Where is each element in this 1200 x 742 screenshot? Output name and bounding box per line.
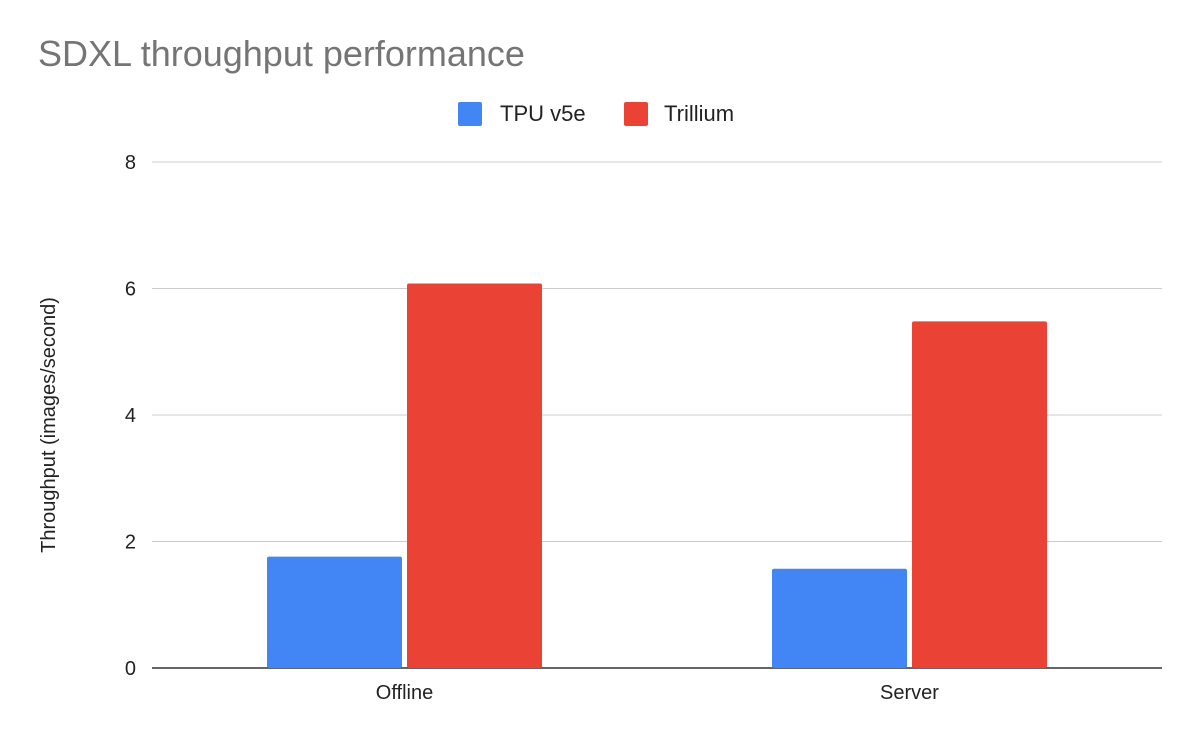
chart-title: SDXL throughput performance (38, 33, 525, 74)
legend-swatch-tpu-v5e (458, 102, 482, 126)
x-axis-ticks: Offline Server (376, 682, 940, 704)
bars (267, 283, 1047, 668)
x-tick-label: Server (880, 682, 939, 704)
y-tick-label: 6 (125, 279, 136, 301)
bar-tpu-v5e-offline (267, 556, 402, 668)
x-tick-label: Offline (376, 682, 433, 704)
legend-swatch-trillium (624, 102, 648, 126)
bar-trillium-server (912, 321, 1047, 668)
bar-trillium-offline (407, 283, 542, 668)
legend: TPU v5e Trillium (458, 101, 734, 126)
y-axis-label: Throughput (images/second) (38, 297, 60, 553)
legend-label-trillium: Trillium (664, 101, 734, 126)
y-axis-ticks: 0 2 4 6 8 (125, 152, 136, 680)
y-tick-label: 8 (125, 152, 136, 174)
y-tick-label: 0 (125, 658, 136, 680)
y-tick-label: 2 (125, 532, 136, 554)
legend-label-tpu-v5e: TPU v5e (500, 101, 586, 126)
bar-tpu-v5e-server (772, 568, 907, 668)
y-tick-label: 4 (125, 405, 136, 427)
